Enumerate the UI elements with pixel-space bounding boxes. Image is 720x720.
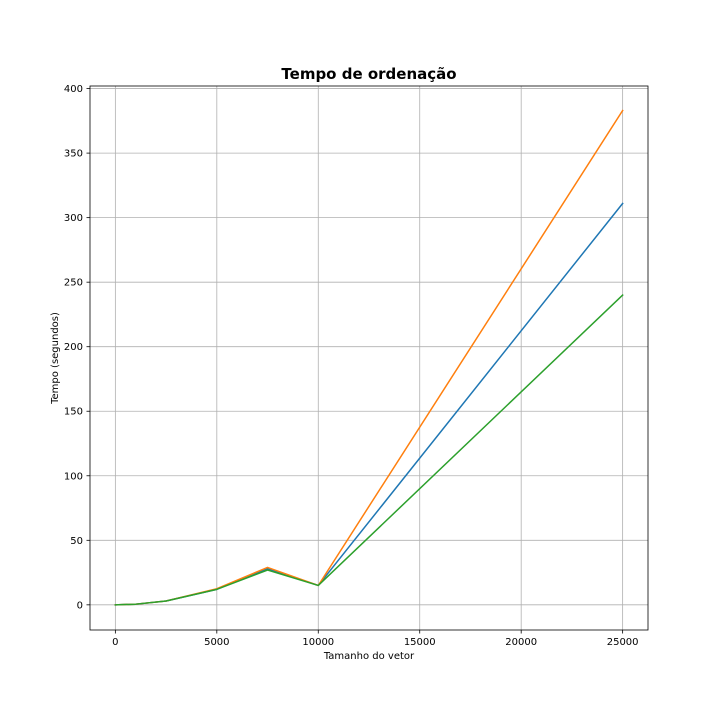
- y-tick-label: 200: [64, 342, 83, 353]
- y-tick-label: 250: [64, 278, 83, 289]
- grid: [90, 86, 648, 630]
- series-line-3: [114, 294, 624, 606]
- y-tick-label: 350: [64, 149, 83, 160]
- x-tick-label: 0: [112, 637, 118, 648]
- x-tick-label: 5000: [204, 637, 229, 648]
- y-tick-label: 300: [64, 213, 83, 224]
- y-tick-label: 150: [64, 407, 83, 418]
- chart-title: Tempo de ordenação: [281, 65, 456, 83]
- x-tick-label: 25000: [607, 637, 639, 648]
- x-axis: 0 5000 10000 15000 20000 25000: [112, 630, 639, 648]
- x-axis-label: Tamanho do vetor: [323, 651, 415, 662]
- x-tick-label: 20000: [505, 637, 537, 648]
- y-tick-label: 50: [70, 536, 83, 547]
- x-tick-label: 15000: [404, 637, 436, 648]
- y-tick-label: 0: [77, 600, 83, 611]
- series-group: [114, 109, 624, 606]
- y-tick-label: 100: [64, 471, 83, 482]
- x-tick-label: 10000: [302, 637, 334, 648]
- plot-frame: [89, 85, 649, 631]
- y-axis-label: Tempo (segundos): [50, 312, 61, 405]
- y-tick-label: 400: [64, 84, 83, 95]
- y-axis: 0 50 100 150 200 250 300 350 400: [64, 84, 90, 611]
